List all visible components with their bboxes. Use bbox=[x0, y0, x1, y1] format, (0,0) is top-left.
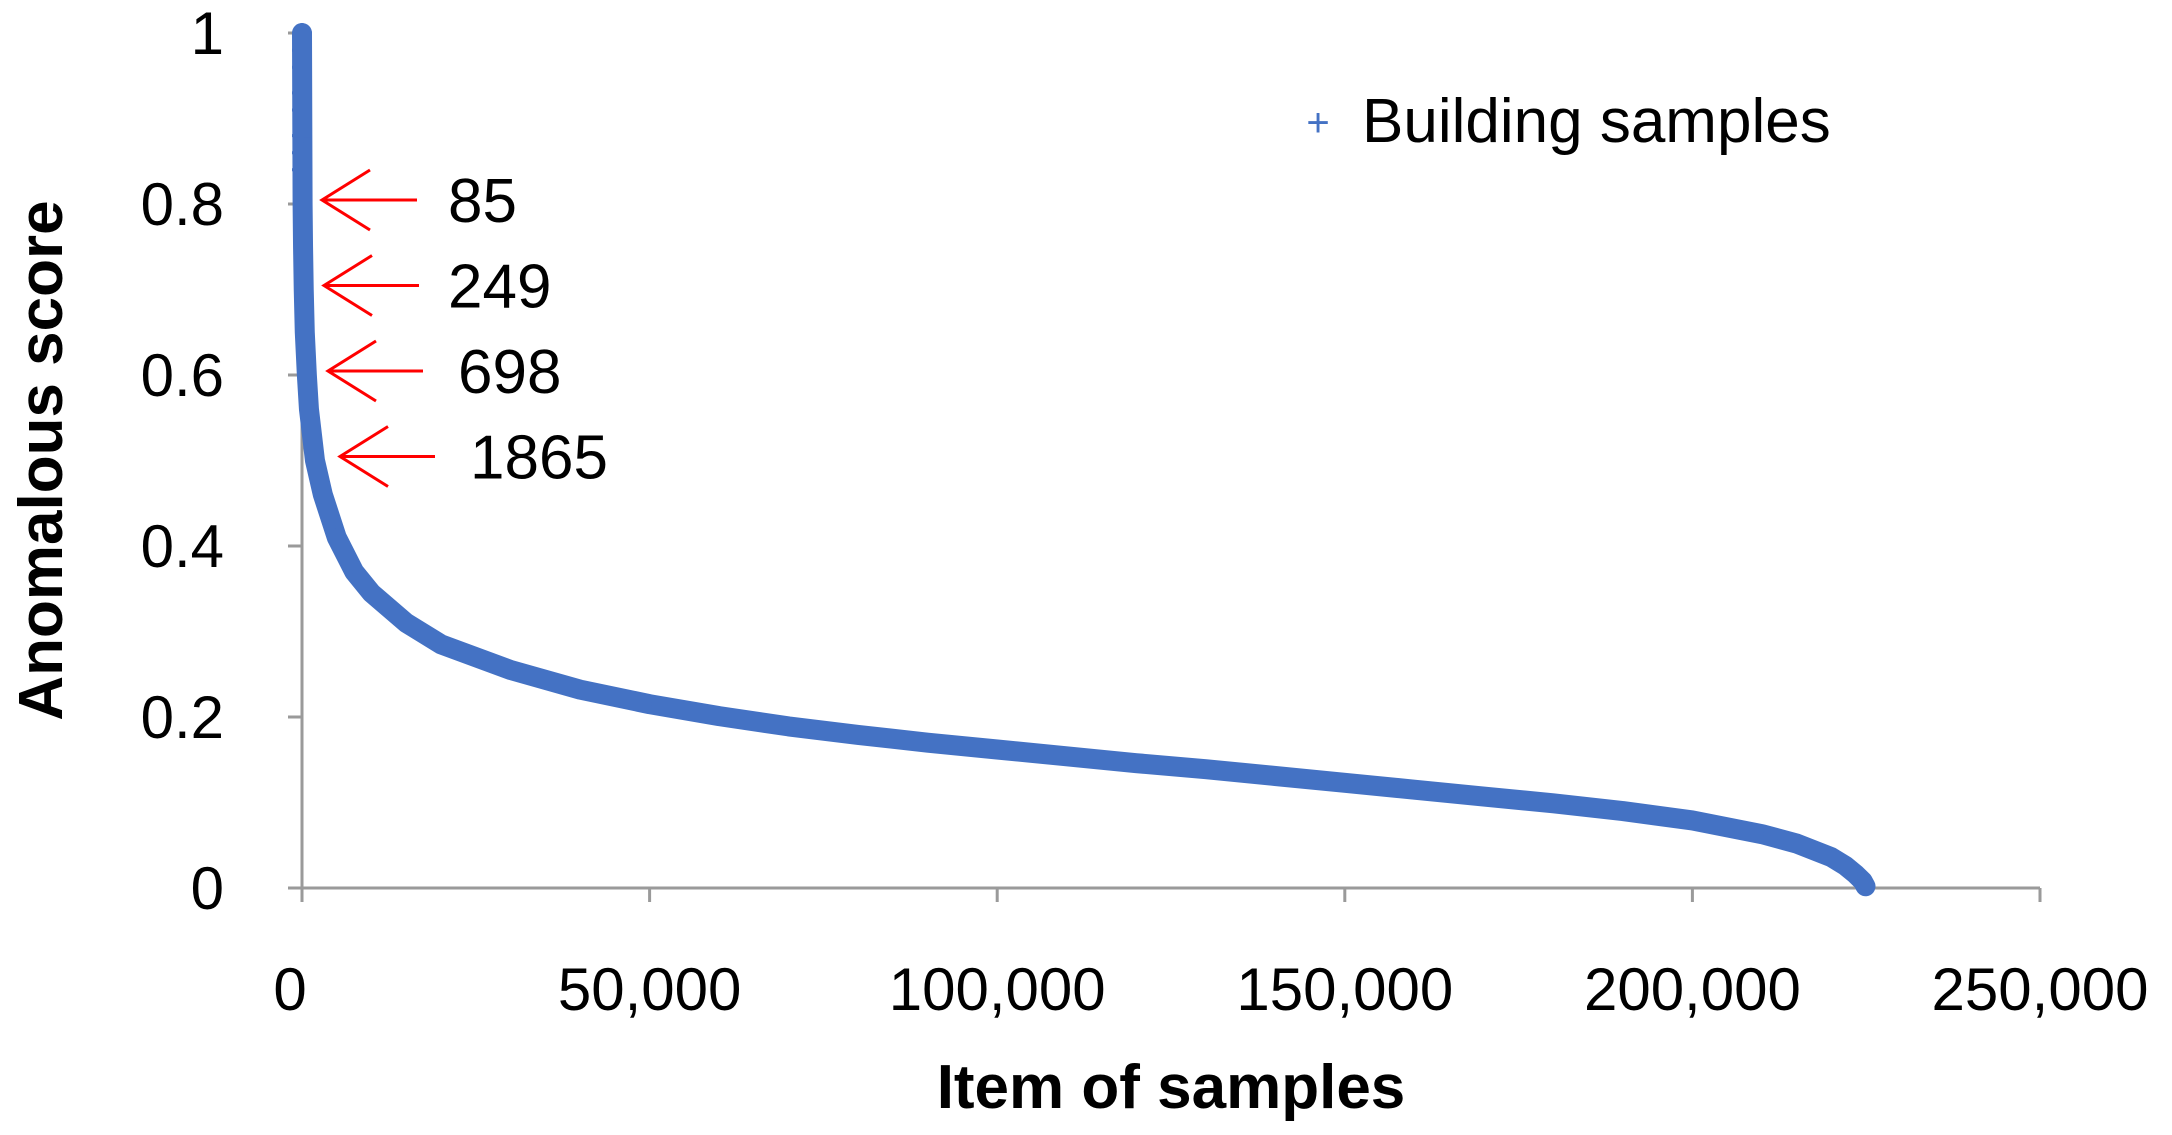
legend: + Building samples bbox=[1306, 87, 1830, 156]
arrow-head bbox=[337, 425, 389, 488]
data-point bbox=[779, 717, 798, 736]
data-point bbox=[292, 142, 312, 163]
data-point bbox=[345, 562, 364, 581]
data-point bbox=[327, 528, 346, 547]
data-point bbox=[305, 451, 324, 470]
annotation-arrow bbox=[319, 168, 417, 232]
y-tick-label: 0 bbox=[191, 855, 224, 922]
data-point bbox=[295, 323, 314, 342]
x-tick-label: 150,000 bbox=[1236, 956, 1453, 1023]
y-axis-title: Anomalous score bbox=[7, 200, 76, 720]
data-point bbox=[1822, 848, 1841, 867]
data-point bbox=[292, 40, 312, 61]
legend-marker-plus: + bbox=[1306, 101, 1329, 145]
data-point bbox=[640, 695, 659, 714]
data-point bbox=[299, 400, 318, 419]
arrow-head bbox=[325, 339, 377, 403]
series-curve bbox=[292, 23, 1876, 897]
annotation-label: 698 bbox=[458, 338, 561, 407]
y-tick-label: 0.2 bbox=[141, 684, 224, 751]
data-point bbox=[501, 660, 520, 679]
data-point bbox=[1787, 834, 1806, 853]
data-point bbox=[293, 195, 312, 213]
data-point bbox=[1836, 856, 1855, 875]
x-ticks: 0 50,000 100,000 150,000 200,000 250,000 bbox=[273, 888, 2148, 1023]
x-axis-title: Item of samples bbox=[937, 1053, 1406, 1122]
y-tick-label: 0.6 bbox=[141, 342, 224, 409]
data-point bbox=[918, 733, 937, 752]
x-tick-label: 0 bbox=[273, 956, 306, 1023]
data-point bbox=[292, 23, 312, 43]
x-tick-label: 200,000 bbox=[1584, 956, 1801, 1023]
data-point bbox=[297, 366, 316, 384]
data-point bbox=[1856, 877, 1875, 896]
data-point bbox=[1544, 794, 1563, 813]
annotations-layer: 85 249 698 1865 bbox=[319, 167, 608, 493]
annotation-arrow bbox=[321, 254, 419, 317]
data-point bbox=[1127, 754, 1146, 773]
arrow-head bbox=[319, 168, 371, 232]
y-ticks: 0 0.2 0.4 0.6 0.8 1 bbox=[141, 0, 302, 922]
y-tick-label: 1 bbox=[191, 0, 224, 67]
data-point bbox=[1683, 811, 1702, 830]
data-point bbox=[1266, 766, 1285, 785]
data-point bbox=[292, 159, 312, 180]
data-point bbox=[1335, 773, 1354, 792]
data-point bbox=[294, 237, 313, 256]
x-tick-label: 50,000 bbox=[558, 956, 742, 1023]
data-point bbox=[1613, 802, 1632, 821]
data-point bbox=[292, 125, 312, 146]
data-point bbox=[1474, 787, 1493, 806]
annotation-arrow bbox=[325, 339, 423, 403]
data-point bbox=[292, 82, 312, 103]
y-tick-label: 0.4 bbox=[141, 513, 224, 580]
data-point bbox=[1752, 825, 1771, 844]
data-point bbox=[1196, 760, 1215, 779]
data-point bbox=[397, 613, 416, 632]
arrow-head bbox=[321, 254, 373, 317]
data-point bbox=[362, 584, 381, 603]
series-layer bbox=[292, 23, 1876, 897]
data-point bbox=[849, 725, 868, 744]
data-point bbox=[1405, 780, 1424, 799]
annotation-arrow bbox=[337, 425, 435, 488]
data-point bbox=[1057, 747, 1076, 766]
data-point bbox=[294, 280, 313, 299]
data-point bbox=[292, 57, 312, 78]
data-point bbox=[571, 680, 590, 699]
data-point bbox=[710, 707, 729, 726]
annotation-label: 1865 bbox=[470, 424, 608, 493]
data-point bbox=[292, 99, 312, 120]
data-point bbox=[432, 635, 451, 654]
annotation-label: 249 bbox=[448, 253, 551, 322]
legend-label: Building samples bbox=[1362, 87, 1831, 156]
x-tick-label: 100,000 bbox=[889, 956, 1106, 1023]
annotation-label: 85 bbox=[448, 167, 517, 236]
data-point bbox=[313, 485, 332, 504]
data-point bbox=[988, 740, 1007, 759]
y-tick-label: 0.8 bbox=[141, 171, 224, 238]
x-tick-label: 250,000 bbox=[1932, 956, 2149, 1023]
